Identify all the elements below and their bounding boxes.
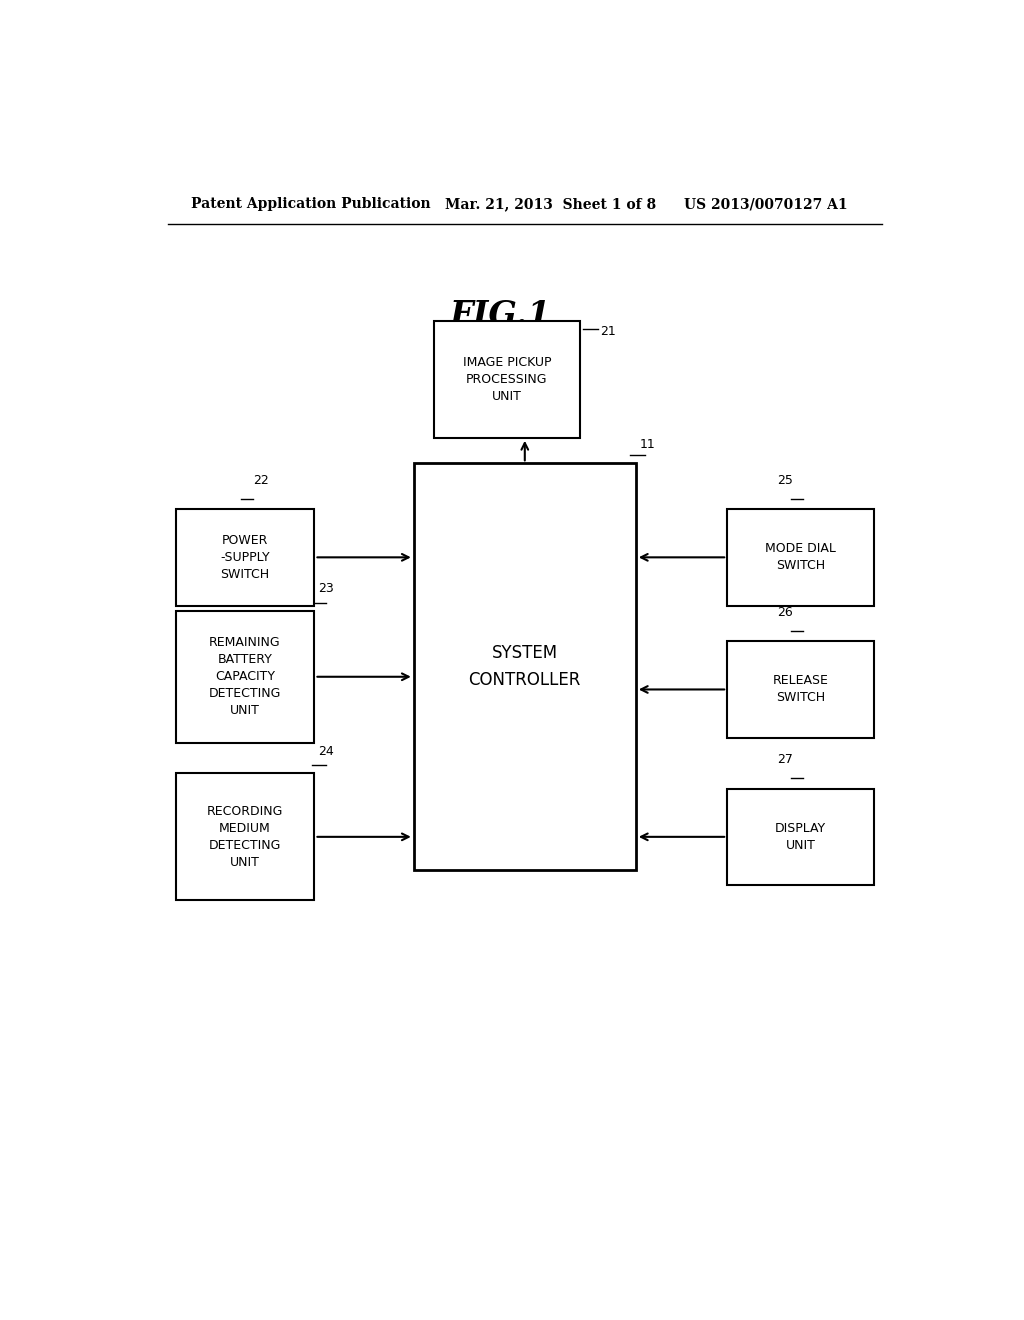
Text: REMAINING
BATTERY
CAPACITY
DETECTING
UNIT: REMAINING BATTERY CAPACITY DETECTING UNI… bbox=[209, 636, 282, 717]
FancyBboxPatch shape bbox=[727, 788, 873, 886]
Text: 22: 22 bbox=[253, 474, 268, 487]
Text: 27: 27 bbox=[777, 754, 793, 766]
Text: 11: 11 bbox=[640, 438, 655, 451]
Text: RELEASE
SWITCH: RELEASE SWITCH bbox=[773, 675, 828, 705]
Text: 26: 26 bbox=[777, 606, 793, 619]
FancyBboxPatch shape bbox=[433, 321, 581, 438]
Text: US 2013/0070127 A1: US 2013/0070127 A1 bbox=[684, 197, 847, 211]
Text: SYSTEM
CONTROLLER: SYSTEM CONTROLLER bbox=[469, 644, 581, 689]
Text: IMAGE PICKUP
PROCESSING
UNIT: IMAGE PICKUP PROCESSING UNIT bbox=[463, 356, 551, 403]
Text: 24: 24 bbox=[318, 744, 334, 758]
Text: Patent Application Publication: Patent Application Publication bbox=[191, 197, 431, 211]
Text: 21: 21 bbox=[600, 325, 616, 338]
FancyBboxPatch shape bbox=[176, 510, 314, 606]
Text: DISPLAY
UNIT: DISPLAY UNIT bbox=[775, 822, 826, 851]
FancyBboxPatch shape bbox=[176, 611, 314, 743]
FancyBboxPatch shape bbox=[414, 463, 636, 870]
Text: POWER
-SUPPLY
SWITCH: POWER -SUPPLY SWITCH bbox=[220, 533, 270, 581]
FancyBboxPatch shape bbox=[176, 774, 314, 900]
FancyBboxPatch shape bbox=[727, 642, 873, 738]
Text: 23: 23 bbox=[318, 582, 334, 595]
Text: Mar. 21, 2013  Sheet 1 of 8: Mar. 21, 2013 Sheet 1 of 8 bbox=[445, 197, 656, 211]
Text: FIG.1: FIG.1 bbox=[451, 300, 552, 333]
Text: RECORDING
MEDIUM
DETECTING
UNIT: RECORDING MEDIUM DETECTING UNIT bbox=[207, 805, 284, 869]
Text: 25: 25 bbox=[777, 474, 793, 487]
FancyBboxPatch shape bbox=[727, 510, 873, 606]
Text: MODE DIAL
SWITCH: MODE DIAL SWITCH bbox=[765, 543, 836, 573]
